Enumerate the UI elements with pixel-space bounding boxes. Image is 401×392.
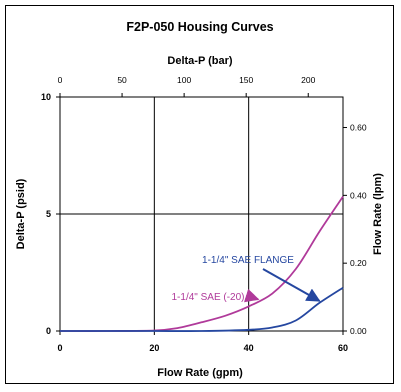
y-tick-label: 5 xyxy=(46,209,51,219)
top-tick-label: 150 xyxy=(239,75,253,85)
top-tick-label: 100 xyxy=(177,75,191,85)
right-tick-label: 0.00 xyxy=(350,326,367,336)
series-line-1 xyxy=(60,286,344,332)
right-axis-label: Flow Rate (lpm) xyxy=(372,173,384,255)
top-axis-label: Delta-P (bar) xyxy=(167,55,233,67)
annotation-label: 1-1/4" SAE FLANGE xyxy=(202,255,294,266)
x-tick-label: 20 xyxy=(149,343,159,353)
top-tick-label: 0 xyxy=(58,75,63,85)
annotation-label: 1-1/4" SAE (-20) xyxy=(171,292,244,303)
y-axis-label: Delta-P (psid) xyxy=(15,178,27,249)
annotation-layer: 1-1/4" SAE FLANGE 1-1/4" SAE (-20) xyxy=(171,255,321,303)
chart-frame xyxy=(5,5,394,384)
annotation-arrow xyxy=(243,288,260,303)
annotation-arrow xyxy=(262,268,321,302)
y-tick-label: 10 xyxy=(41,92,51,102)
top-tick-label: 200 xyxy=(301,75,315,85)
y-tick-label: 0 xyxy=(46,326,51,336)
right-tick-label: 0.40 xyxy=(350,190,367,200)
chart-title: F2P-050 Housing Curves xyxy=(126,20,273,34)
right-tick-label: 0.20 xyxy=(350,258,367,268)
series-layer xyxy=(59,195,344,332)
top-tick-label: 50 xyxy=(117,75,127,85)
right-tick-label: 0.60 xyxy=(350,123,367,133)
x-axis-label: Flow Rate (gpm) xyxy=(157,367,243,379)
x-tick-label: 60 xyxy=(338,343,348,353)
x-tick-label: 40 xyxy=(244,343,254,353)
x-tick-label: 0 xyxy=(57,343,62,353)
